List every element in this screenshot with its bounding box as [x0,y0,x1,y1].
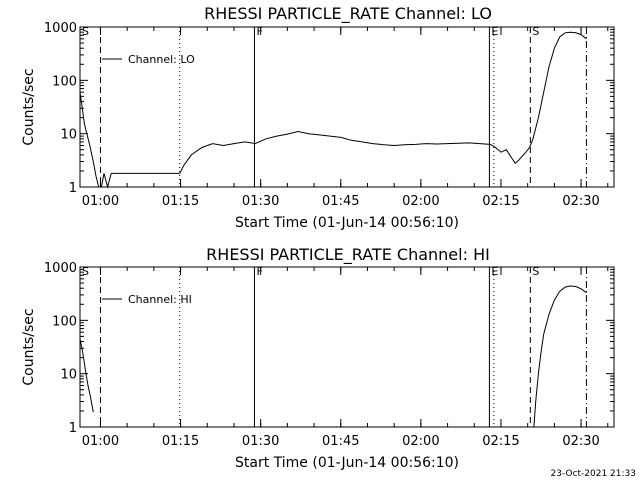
panel-lo-plot: 1 10 100 1000 01:00 01:15 01:30 01:45 02:00 02:15… [44,21,615,209]
panel-lo-ylabel: Counts/sec [21,68,37,145]
event-marker-label: E [491,265,498,278]
x-tick-label: 02:00 [402,434,439,449]
event-marker-label: S [532,25,539,38]
event-marker-label: S [532,265,539,278]
event-marker-label: F [256,25,262,38]
panel-lo-legend: Channel: LO [128,53,195,66]
panel-hi-plot: 1 10 100 1000 01:00 01:15 01:30 01:45 02:00 02:15… [44,261,615,449]
y-tick-label: 1 [69,181,77,196]
panel-lo-title: RHESSI PARTICLE_RATE Channel: LO [204,4,492,24]
y-tick-label: 100 [52,314,77,329]
event-marker-label: F [256,265,262,278]
series-line [79,92,180,189]
event-marker-label: S [82,265,89,278]
x-tick-label: 01:45 [322,434,359,449]
x-tick-label: 01:30 [242,434,279,449]
x-tick-label: 01:45 [322,194,359,209]
panel-hi-ylabel: Counts/sec [21,308,37,385]
event-marker-label: S [82,25,89,38]
series-line [533,285,587,428]
y-tick-label: 10 [60,368,77,383]
x-tick-label: 02:15 [482,434,519,449]
x-tick-label: 02:30 [562,434,599,449]
x-tick-label: 02:30 [562,194,599,209]
series-line [79,338,94,413]
y-tick-label: 100 [52,74,77,89]
x-tick-label: 01:15 [162,434,199,449]
panel-lo: RHESSI PARTICLE_RATE Channel: LO Start T… [21,4,492,231]
y-tick-label: 1 [69,421,77,436]
event-marker-label: E [491,25,498,38]
panel-hi-legend: Channel: HI [128,293,192,306]
panel-hi-title: RHESSI PARTICLE_RATE Channel: HI [206,245,490,265]
x-tick-label: 01:00 [82,434,119,449]
x-tick-label: 01:00 [82,194,119,209]
panel-hi-xlabel: Start Time (01-Jun-14 00:56:10) [235,455,459,471]
footer-timestamp: 23-Oct-2021 21:33 [551,469,636,479]
y-tick-label: 10 [60,128,77,143]
y-tick-label: 1000 [44,261,77,276]
x-tick-label: 01:30 [242,194,279,209]
panel-lo-xlabel: Start Time (01-Jun-14 00:56:10) [235,215,459,231]
x-tick-label: 02:00 [402,194,439,209]
x-tick-label: 02:15 [482,194,519,209]
y-tick-label: 1000 [44,21,77,36]
panel-hi: RHESSI PARTICLE_RATE Channel: HI Start T… [21,245,490,471]
series-line [179,31,587,174]
x-tick-label: 01:15 [162,194,199,209]
